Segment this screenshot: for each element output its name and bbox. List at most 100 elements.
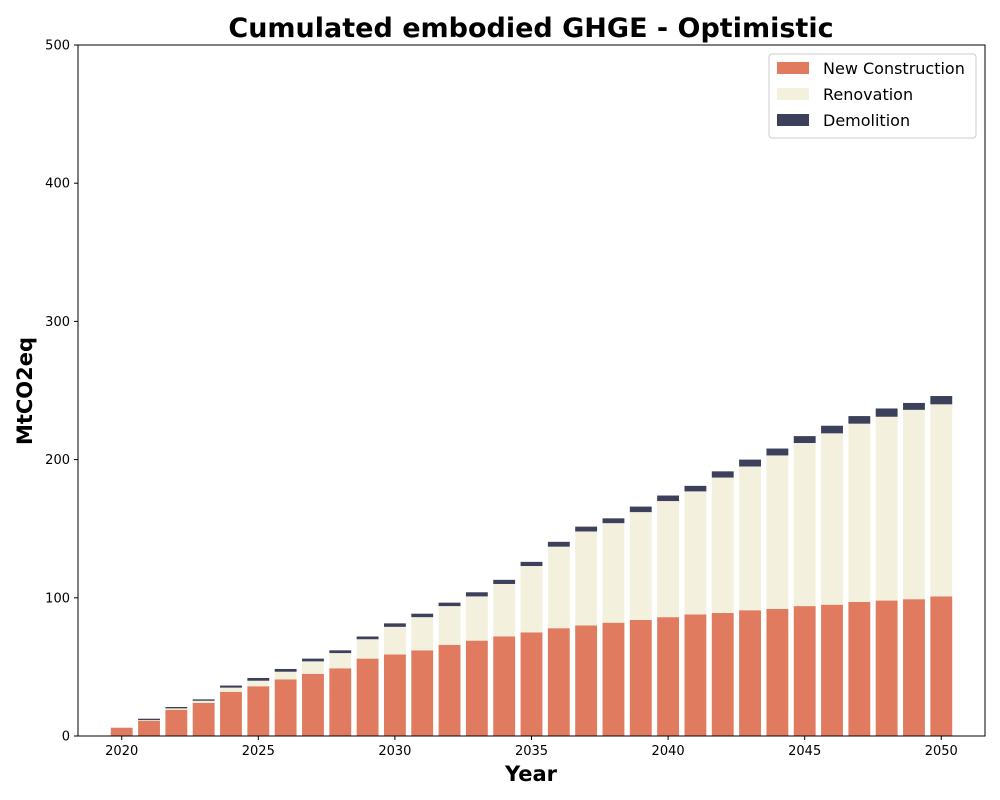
bar-demolition-2033 [465, 592, 488, 597]
bar-demolition-2025 [247, 677, 270, 681]
bar-new-construction-2022 [165, 709, 188, 736]
bar-demolition-2046 [821, 425, 843, 434]
bar-renovation-2048 [875, 416, 898, 601]
x-axis: 2020 2025 2030 2035 2040 2045 2050 [105, 736, 958, 759]
bar-demolition-2028 [329, 650, 352, 654]
bar-renovation-2041 [684, 491, 707, 615]
bar-renovation-2045 [793, 443, 816, 607]
bar-renovation-2050 [930, 404, 953, 597]
chart-title: Cumulated embodied GHGE - Optimistic [228, 13, 833, 44]
legend-swatch-renovation [777, 88, 809, 100]
y-tick-label-100: 100 [45, 591, 70, 606]
bar-demolition-2029 [356, 636, 379, 640]
bar-demolition-2041 [684, 485, 707, 492]
x-axis-title: Year [504, 762, 558, 786]
bar-renovation-2042 [711, 477, 734, 614]
bar-renovation-2030 [383, 626, 406, 655]
legend: New Construction Renovation Demolition [768, 53, 977, 139]
bar-demolition-2038 [602, 518, 625, 524]
bar-renovation-2025 [247, 680, 270, 687]
y-axis: 0 100 200 300 400 500 [45, 39, 78, 745]
bar-renovation-2043 [739, 466, 761, 611]
bar-renovation-2029 [356, 639, 379, 659]
bar-new-construction-2024 [220, 691, 242, 736]
bar-renovation-2039 [629, 512, 652, 620]
bar-renovation-2022 [165, 708, 188, 710]
bar-renovation-2038 [602, 523, 625, 623]
bar-renovation-2046 [821, 433, 843, 605]
bar-demolition-2031 [411, 613, 434, 618]
x-tick-label-2025: 2025 [242, 744, 275, 759]
bar-new-construction-2035 [520, 632, 543, 736]
y-tick-label-200: 200 [45, 453, 70, 468]
bar-demolition-2040 [657, 495, 680, 502]
bar-new-construction-2023 [192, 702, 215, 736]
bar-new-construction-2042 [711, 613, 734, 736]
bar-demolition-2037 [575, 526, 598, 532]
bar-renovation-2040 [657, 501, 680, 618]
y-tick-label-500: 500 [45, 39, 70, 54]
bar-new-construction-2044 [766, 608, 789, 736]
bar-new-construction-2030 [383, 654, 406, 736]
bar-new-construction-2028 [329, 668, 352, 736]
bar-new-construction-2038 [602, 622, 625, 736]
bar-renovation-2026 [274, 671, 297, 680]
bar-new-construction-2025 [247, 686, 270, 736]
x-tick-label-2030: 2030 [378, 744, 411, 759]
bar-renovation-2033 [465, 596, 488, 641]
bar-demolition-2045 [793, 436, 816, 444]
bar-new-construction-2026 [274, 679, 297, 736]
x-tick-label-2045: 2045 [788, 744, 821, 759]
bar-renovation-2027 [302, 661, 324, 674]
legend-label-demolition: Demolition [823, 111, 910, 130]
bar-demolition-2035 [520, 561, 543, 567]
y-tick-label-300: 300 [45, 315, 70, 330]
bar-renovation-2047 [848, 423, 871, 602]
bar-new-construction-2036 [547, 628, 570, 736]
bar-renovation-2036 [547, 546, 570, 629]
bar-demolition-2042 [711, 471, 734, 478]
bar-new-construction-2048 [875, 600, 898, 736]
legend-swatch-demolition [777, 114, 809, 126]
y-tick-label-0: 0 [62, 730, 70, 745]
bar-new-construction-2039 [629, 619, 652, 736]
bar-demolition-2026 [274, 668, 297, 672]
bar-new-construction-2046 [821, 604, 843, 736]
bar-new-construction-2029 [356, 658, 379, 736]
legend-label-new-construction: New Construction [823, 59, 965, 78]
bar-demolition-2034 [493, 579, 516, 584]
bar-renovation-2031 [411, 617, 434, 651]
bar-new-construction-2033 [465, 640, 488, 736]
bar-new-construction-2027 [302, 673, 324, 736]
legend-box [768, 53, 977, 139]
bar-demolition-2032 [438, 602, 461, 607]
bar-renovation-2037 [575, 531, 598, 626]
bar-demolition-2024 [220, 685, 242, 688]
y-tick-label-400: 400 [45, 177, 70, 192]
bar-demolition-2050 [930, 396, 953, 405]
bar-renovation-2032 [438, 606, 461, 645]
bar-new-construction-2021 [138, 720, 160, 736]
legend-label-renovation: Renovation [823, 85, 913, 104]
bar-new-construction-2031 [411, 650, 434, 736]
bar-renovation-2044 [766, 455, 789, 609]
y-axis-title: MtCO2eq [13, 337, 37, 445]
bar-renovation-2021 [138, 720, 160, 721]
bar-demolition-2047 [848, 416, 871, 424]
bar-new-construction-2032 [438, 644, 461, 736]
bar-new-construction-2040 [657, 617, 680, 736]
bar-demolition-2043 [739, 459, 761, 467]
bar-demolition-2022 [165, 706, 188, 709]
bar-demolition-2036 [547, 541, 570, 547]
bar-demolition-2030 [383, 623, 406, 627]
bar-new-construction-2041 [684, 614, 707, 736]
bar-new-construction-2045 [793, 606, 816, 736]
bar-renovation-2028 [329, 653, 352, 669]
bar-new-construction-2037 [575, 625, 598, 736]
bar-demolition-2023 [192, 699, 215, 701]
bar-renovation-2034 [493, 583, 516, 637]
bar-demolition-2049 [903, 402, 925, 410]
x-tick-label-2050: 2050 [925, 744, 958, 759]
bar-renovation-2049 [903, 409, 925, 600]
